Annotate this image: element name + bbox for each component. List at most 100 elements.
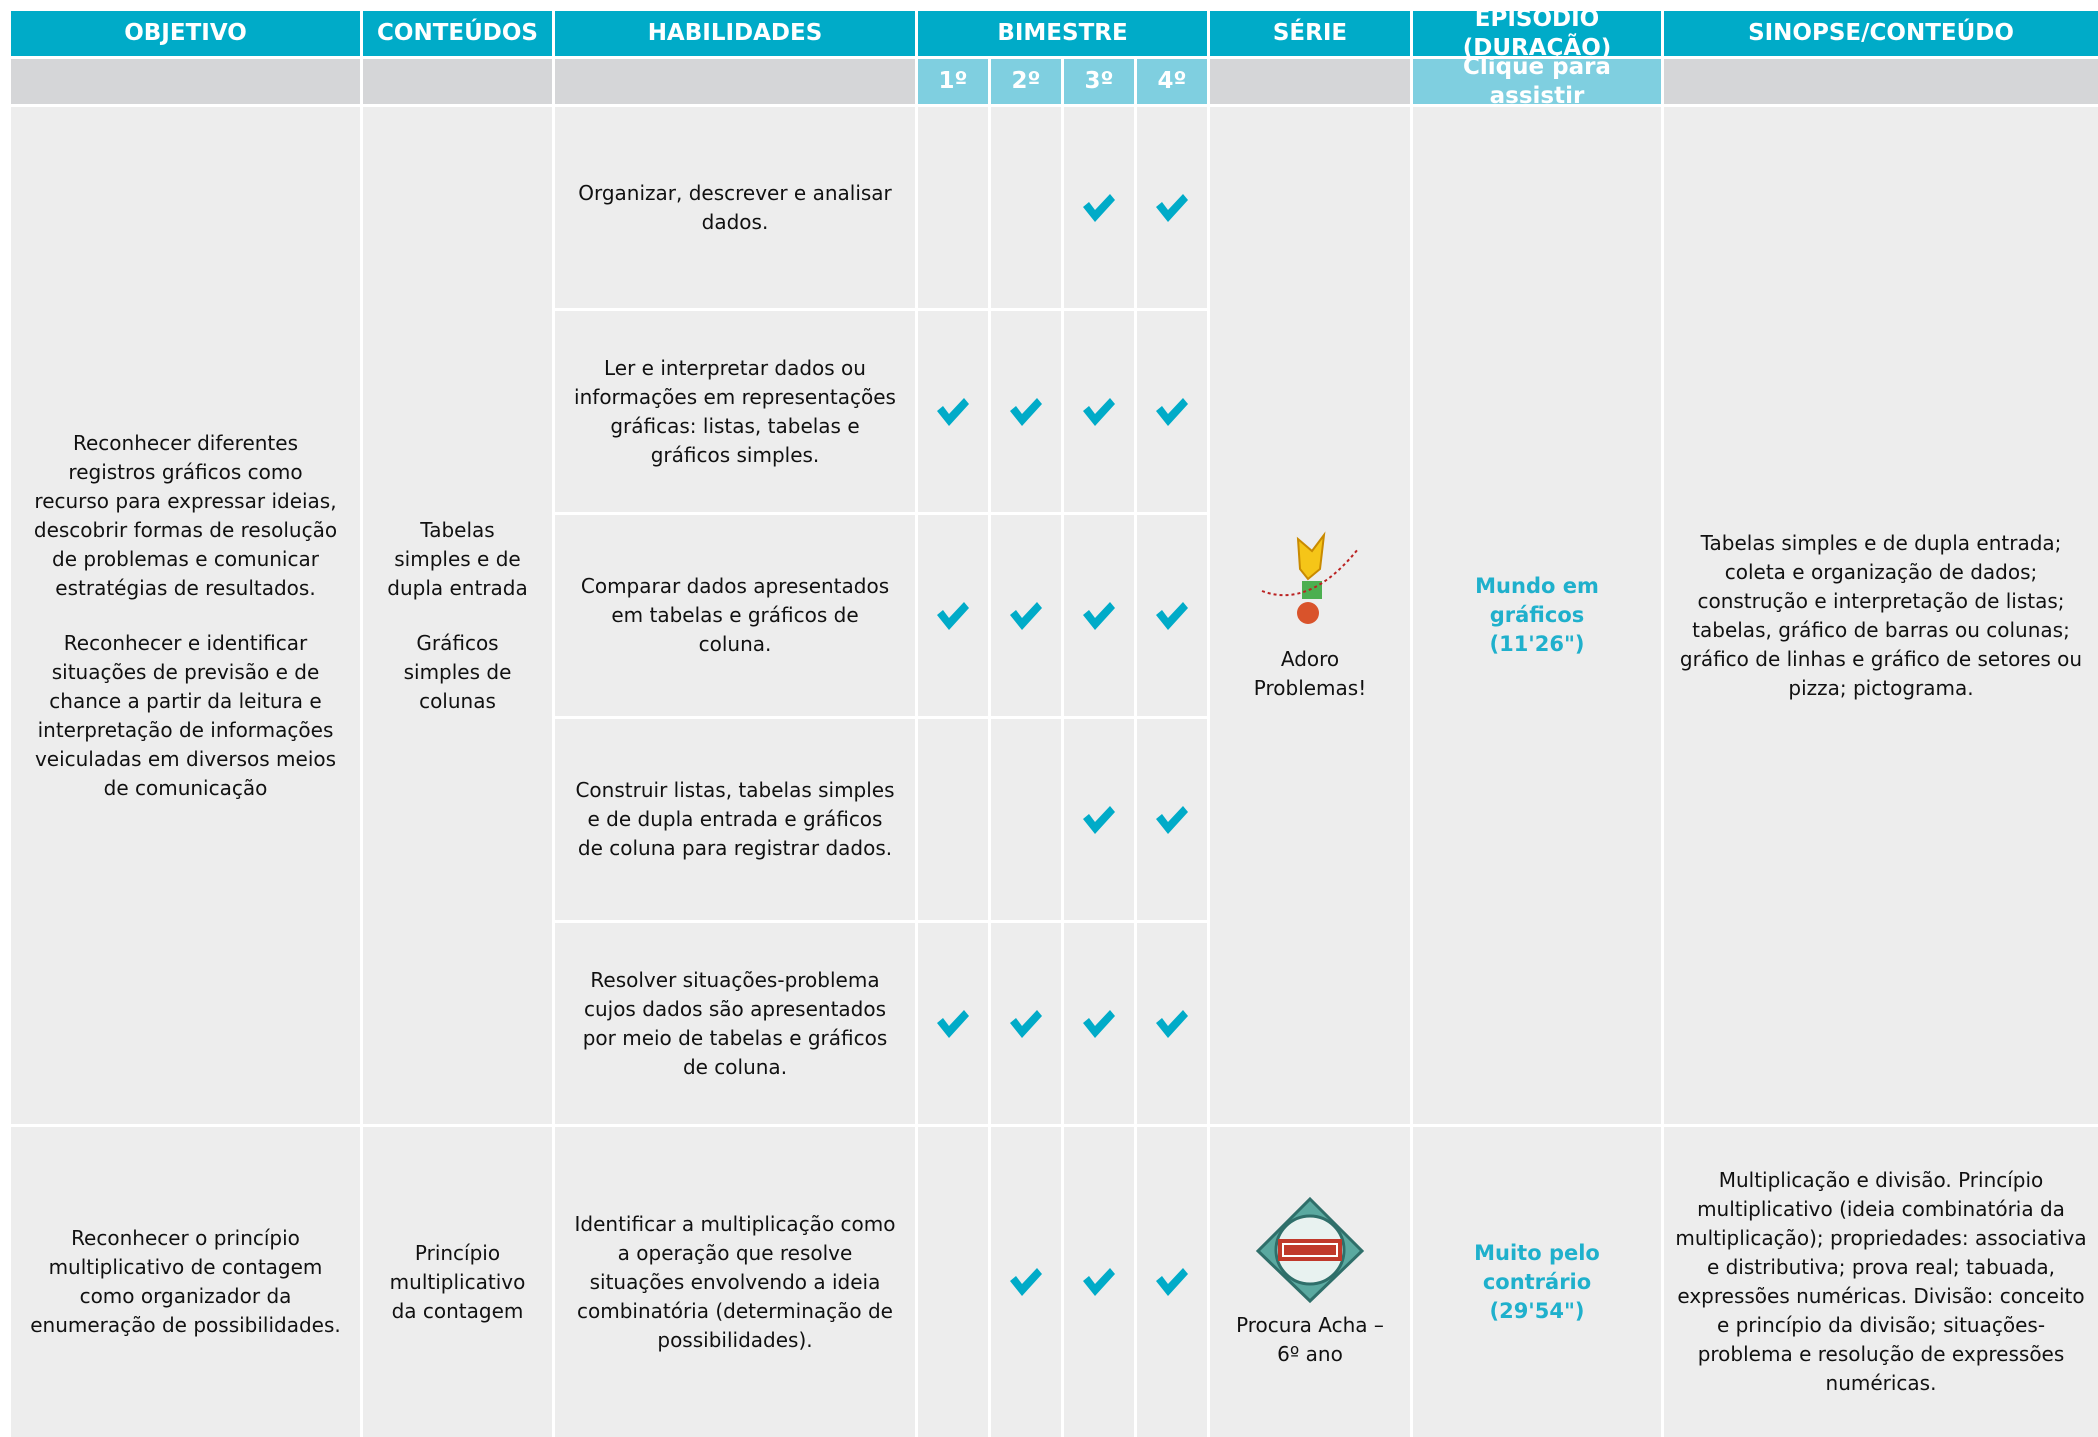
check-shape — [1156, 1009, 1188, 1038]
check-shape — [1010, 397, 1042, 426]
bimestre-cell — [1064, 107, 1134, 308]
habilidade-text: Construir listas, tabelas simples e de d… — [575, 778, 895, 860]
sinopse-text: Tabelas simples e de dupla entrada; cole… — [1679, 530, 2083, 700]
bimestre-cell — [1137, 1127, 1207, 1437]
check-icon — [1156, 397, 1188, 426]
check-icon — [1010, 1009, 1042, 1038]
bimestre-cell — [991, 107, 1061, 308]
bimestre-cell — [1064, 923, 1134, 1124]
watch-link[interactable]: Clique para assistir — [1463, 59, 1611, 104]
conteudo-text: Gráficos simples de colunas — [403, 630, 512, 713]
bimestre-cell — [991, 923, 1061, 1124]
check-icon — [1083, 1009, 1115, 1038]
bimestre-header: 3º — [1064, 59, 1134, 104]
bimestre-label: 1º — [938, 68, 968, 94]
column-header-text: HABILIDADES — [647, 20, 823, 46]
episodio-cell: Muito pelo contrário (29'54") — [1413, 1127, 1661, 1437]
bimestre-cell — [1137, 515, 1207, 716]
habilidade-text: Comparar dados apresentados em tabelas e… — [580, 574, 890, 656]
column-header: BIMESTRE — [918, 11, 1207, 56]
sinopse-text: Multiplicação e divisão. Princípio multi… — [1675, 1168, 2087, 1395]
check-icon — [1156, 1009, 1188, 1038]
bimestre-header: 1º — [918, 59, 988, 104]
sinopse-cell: Tabelas simples e de dupla entrada; cole… — [1664, 107, 2098, 1124]
check-shape — [937, 1009, 969, 1038]
bimestre-cell — [918, 719, 988, 920]
check-shape — [1010, 1268, 1042, 1296]
watch-link-cell: Clique para assistir — [1413, 59, 1661, 104]
bimestre-cell — [991, 515, 1061, 716]
bimestre-label: 4º — [1157, 68, 1187, 94]
check-shape — [1083, 193, 1115, 222]
column-header: HABILIDADES — [555, 11, 915, 56]
bimestre-cell — [1137, 107, 1207, 308]
check-icon — [1083, 193, 1115, 222]
check-shape — [1083, 1009, 1115, 1038]
episodio-duration: (29'54") — [1489, 1298, 1585, 1323]
bimestre-cell — [1137, 719, 1207, 920]
bimestre-cell — [918, 923, 988, 1124]
check-icon — [1156, 601, 1188, 630]
bimestre-cell — [1064, 311, 1134, 512]
subheader-cell — [363, 59, 552, 104]
bimestre-cell — [1064, 719, 1134, 920]
bimestre-label: 3º — [1084, 68, 1114, 94]
column-header-text: SÉRIE — [1272, 20, 1348, 46]
check-shape — [937, 601, 969, 630]
habilidade-text: Identificar a multiplicação como a opera… — [574, 1211, 896, 1352]
check-shape — [1083, 805, 1115, 834]
habilidade-cell: Resolver situações-problema cujos dados … — [555, 923, 915, 1124]
episodio-cell: Mundo em gráficos (11'26") — [1413, 107, 1661, 1124]
bimestre-cell — [991, 311, 1061, 512]
check-icon — [1156, 193, 1188, 222]
check-icon — [1156, 805, 1188, 834]
bimestre-label: 2º — [1011, 68, 1041, 94]
check-shape — [1156, 601, 1188, 630]
column-header: SINOPSE/CONTEÚDO — [1664, 11, 2098, 56]
check-icon — [1083, 1268, 1115, 1296]
objetivo-cell: Reconhecer o princípio multiplicativo de… — [11, 1127, 360, 1437]
bimestre-cell — [1064, 515, 1134, 716]
column-header-text: CONTEÚDOS — [377, 20, 538, 46]
check-icon — [1010, 397, 1042, 426]
check-icon — [1156, 1268, 1188, 1296]
sinopse-cell: Multiplicação e divisão. Princípio multi… — [1664, 1127, 2098, 1437]
habilidade-cell: Ler e interpretar dados ou informações e… — [555, 311, 915, 512]
serie-cell: Procura Acha – 6º ano — [1210, 1127, 1410, 1437]
serie-cell: Adoro Problemas! — [1210, 107, 1410, 1124]
habilidade-cell: Organizar, descrever e analisar dados. — [555, 107, 915, 308]
episodio-title[interactable]: Mundo em gráficos — [1475, 574, 1599, 627]
check-shape — [1083, 1268, 1115, 1296]
habilidade-cell: Comparar dados apresentados em tabelas e… — [555, 515, 915, 716]
subheader-cell — [1210, 59, 1410, 104]
check-icon — [1083, 397, 1115, 426]
conteudos-cell: Tabelas simples e de dupla entrada Gráfic… — [363, 107, 552, 1124]
objetivo-text: Reconhecer e identificar situações de pr… — [34, 630, 337, 800]
objetivo-text: Reconhecer diferentes registros gráficos… — [33, 430, 338, 600]
serie-text: Procura Acha – 6º ano — [1236, 1313, 1384, 1366]
check-shape — [1156, 193, 1188, 222]
series-logo — [1261, 530, 1359, 624]
bimestre-cell — [918, 515, 988, 716]
conteudo-text: Princípio multiplicativo da contagem — [389, 1240, 526, 1323]
bimestre-cell — [1064, 1127, 1134, 1437]
episodio-duration: (11'26") — [1489, 632, 1585, 656]
check-icon — [1083, 601, 1115, 630]
bimestre-cell — [918, 1127, 988, 1437]
episodio-title[interactable]: Muito pelo contrário — [1474, 1240, 1600, 1294]
check-shape — [1010, 601, 1042, 630]
check-shape — [1010, 1009, 1042, 1038]
check-shape — [1083, 601, 1115, 630]
check-shape — [1156, 805, 1188, 834]
bimestre-header: 4º — [1137, 59, 1207, 104]
series-logo — [1255, 1196, 1365, 1304]
column-header: CONTEÚDOS — [363, 11, 552, 56]
habilidade-cell: Construir listas, tabelas simples e de d… — [555, 719, 915, 920]
check-icon — [937, 1009, 969, 1038]
check-shape — [1083, 397, 1115, 426]
objetivo-cell: Reconhecer diferentes registros gráficos… — [11, 107, 360, 1124]
habilidade-text: Organizar, descrever e analisar dados. — [578, 180, 892, 234]
bimestre-cell — [1137, 923, 1207, 1124]
